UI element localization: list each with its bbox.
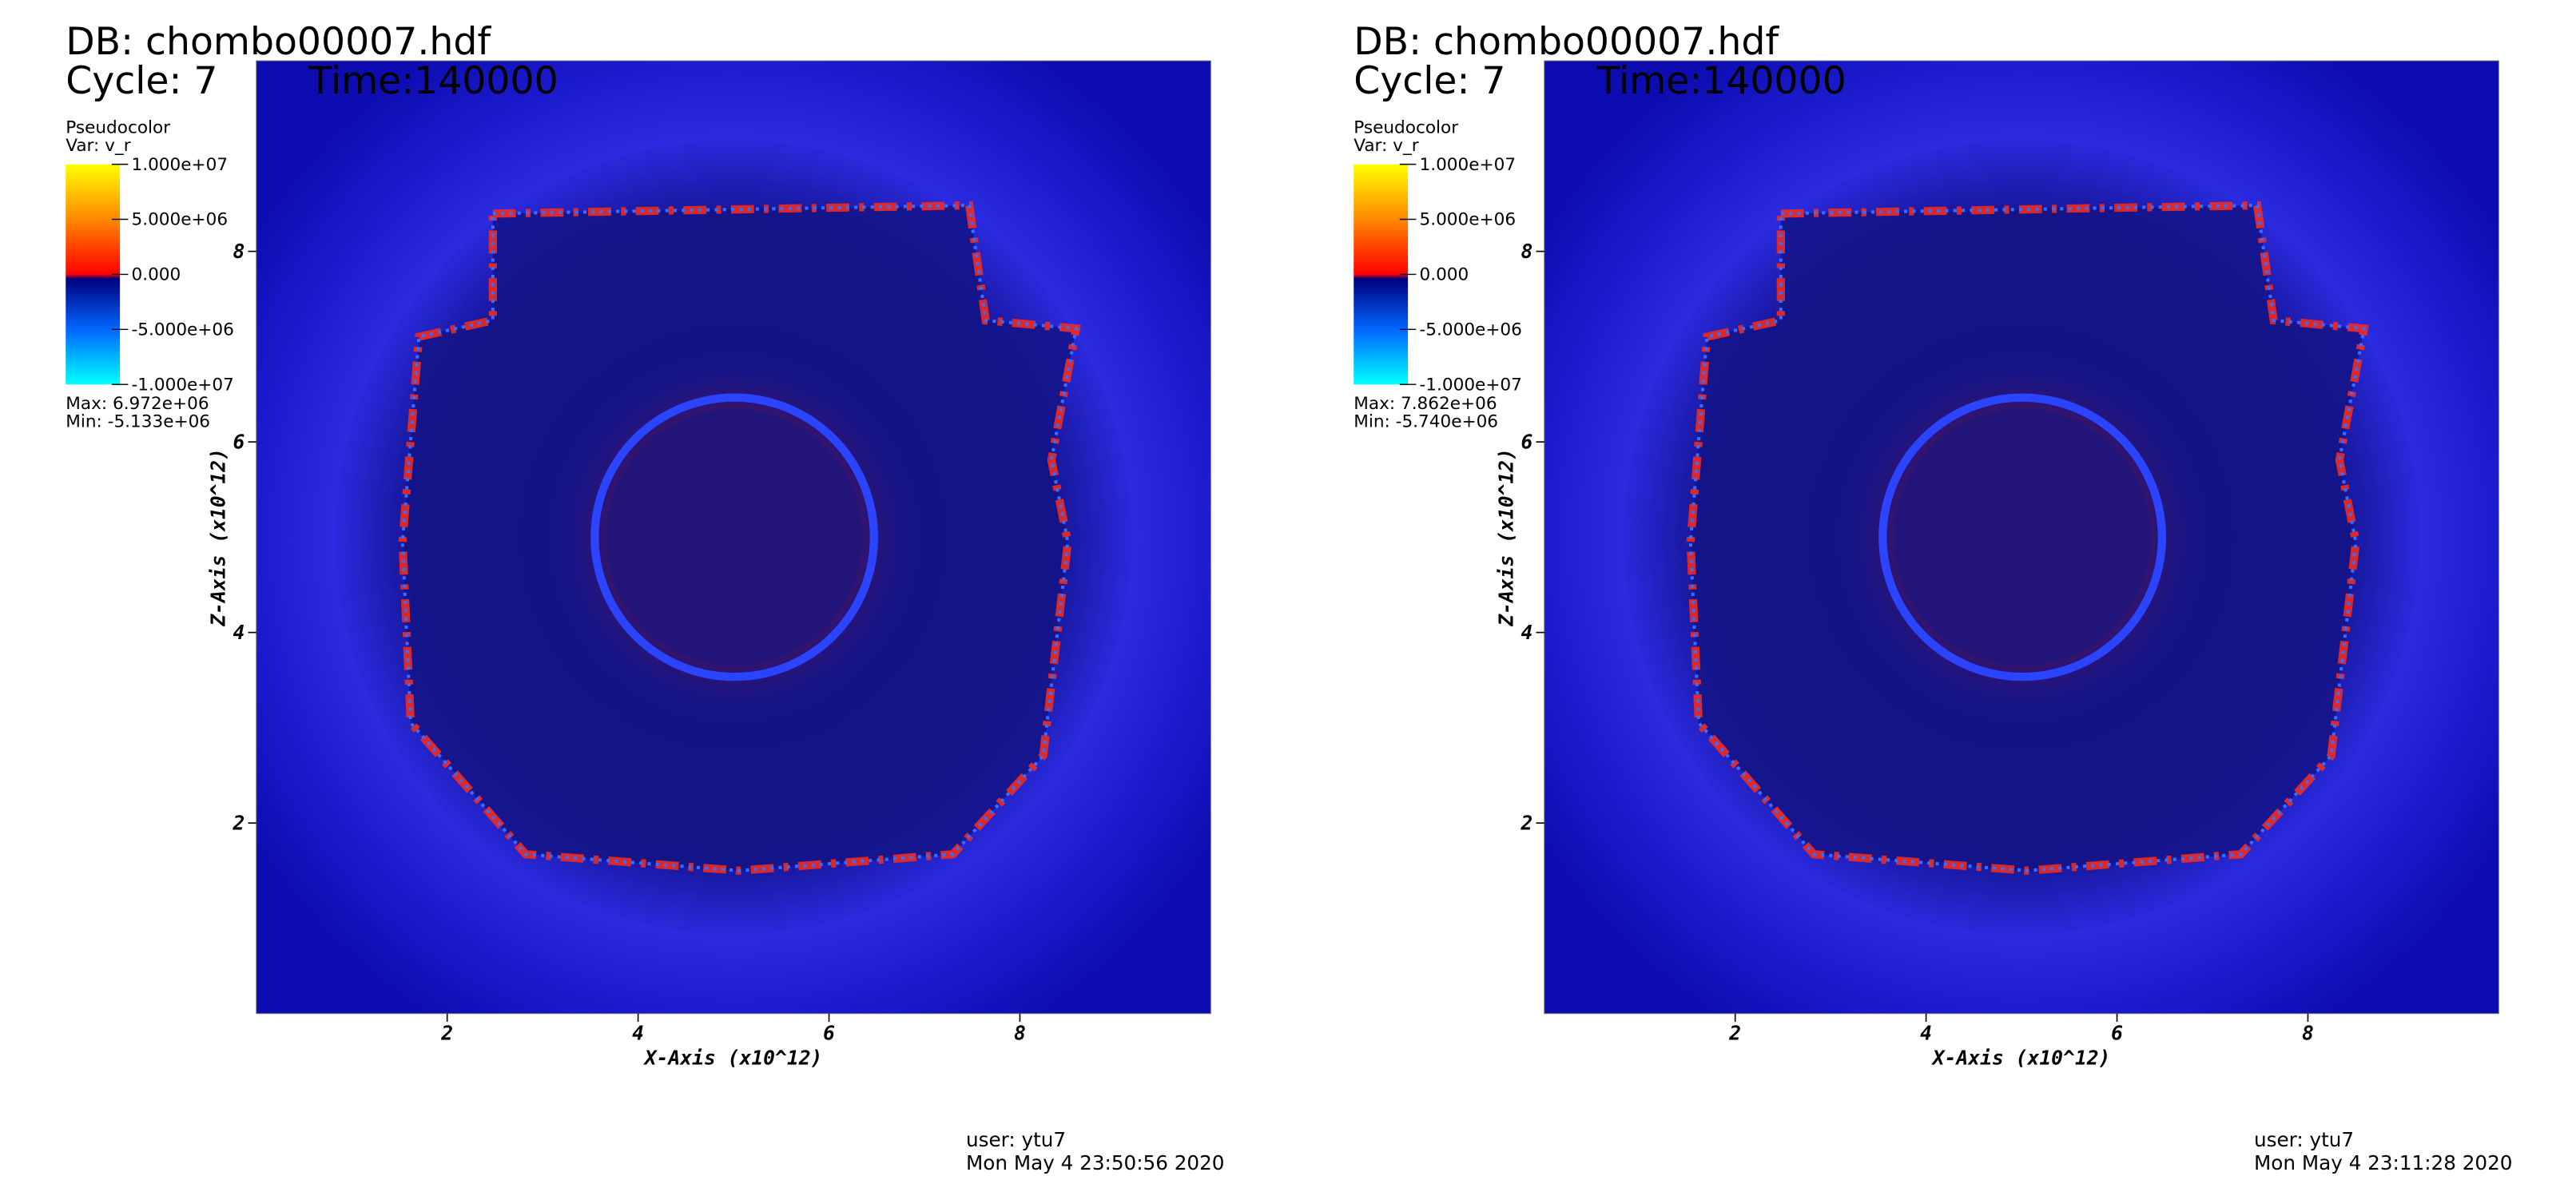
db-title: DB: chombo00007.hdf [66,20,491,64]
frame [1544,60,2499,1015]
cycle: Cycle: 7 [66,59,217,103]
x-tick-label: 6 [2111,1022,2123,1045]
legend-var: Var: v_r [66,136,130,156]
colorbar-label: 0.000 [131,265,181,285]
colorbar-label: -5.000e+06 [1419,320,1521,340]
y-tick-label: 4 [233,621,245,644]
ring [1878,393,2166,681]
legend-title: Pseudocolor [1354,118,1458,138]
x-axis-title: X-Axis (x10^12) [643,1046,823,1069]
colorbar [1354,164,1409,385]
x-tick-label: 2 [440,1022,453,1045]
min-label: Min: -5.133e+06 [66,412,210,432]
shock-edge [1688,203,2367,872]
colorbar-label: 5.000e+06 [1419,210,1516,230]
y-axis-title: Z-Axis (x10^12) [1495,448,1518,627]
time: Time:140000 [1596,59,1847,103]
x-tick-label: 8 [2302,1022,2314,1045]
y-tick-label: 2 [1521,811,1533,834]
date: Mon May 4 23:11:28 2020 [2254,1151,2512,1174]
x-tick-label: 2 [1728,1022,1741,1045]
x-tick-label: 4 [1920,1022,1932,1045]
y-tick-label: 6 [1521,430,1533,453]
colorbar-label: -1.000e+07 [131,375,233,395]
x-axis-title: X-Axis (x10^12) [1931,1046,2111,1069]
inner [1894,409,2151,666]
frame [256,60,1211,1015]
legend-title: Pseudocolor [66,118,170,138]
colorbar-label: 0.000 [1419,265,1469,285]
user: user: ytu7 [966,1128,1066,1151]
y-tick-label: 8 [233,240,245,263]
y-axis-title: Z-Axis (x10^12) [207,448,230,627]
shock-edge [400,203,1079,872]
x-tick-label: 6 [823,1022,835,1045]
colorbar-label: -5.000e+06 [131,320,233,340]
legend-var: Var: v_r [1354,136,1418,156]
db-title: DB: chombo00007.hdf [1354,20,1779,64]
colorbar [66,164,121,385]
y-tick-label: 8 [1521,240,1533,263]
colorbar-label: 1.000e+07 [131,155,228,175]
max-label: Max: 7.862e+06 [1354,394,1497,414]
user: user: ytu7 [2254,1128,2354,1151]
time: Time:140000 [308,59,559,103]
inner [606,409,863,666]
ring [590,393,878,681]
x-tick-label: 8 [1014,1022,1026,1045]
cycle: Cycle: 7 [1354,59,1505,103]
y-tick-label: 6 [233,430,245,453]
colorbar-label: 1.000e+07 [1419,155,1516,175]
min-label: Min: -5.740e+06 [1354,412,1498,432]
colorbar-label: -1.000e+07 [1419,375,1521,395]
x-tick-label: 4 [632,1022,644,1045]
date: Mon May 4 23:50:56 2020 [966,1151,1224,1174]
colorbar-label: 5.000e+06 [131,210,228,230]
y-tick-label: 4 [1521,621,1533,644]
max-label: Max: 6.972e+06 [66,394,209,414]
y-tick-label: 2 [233,811,245,834]
